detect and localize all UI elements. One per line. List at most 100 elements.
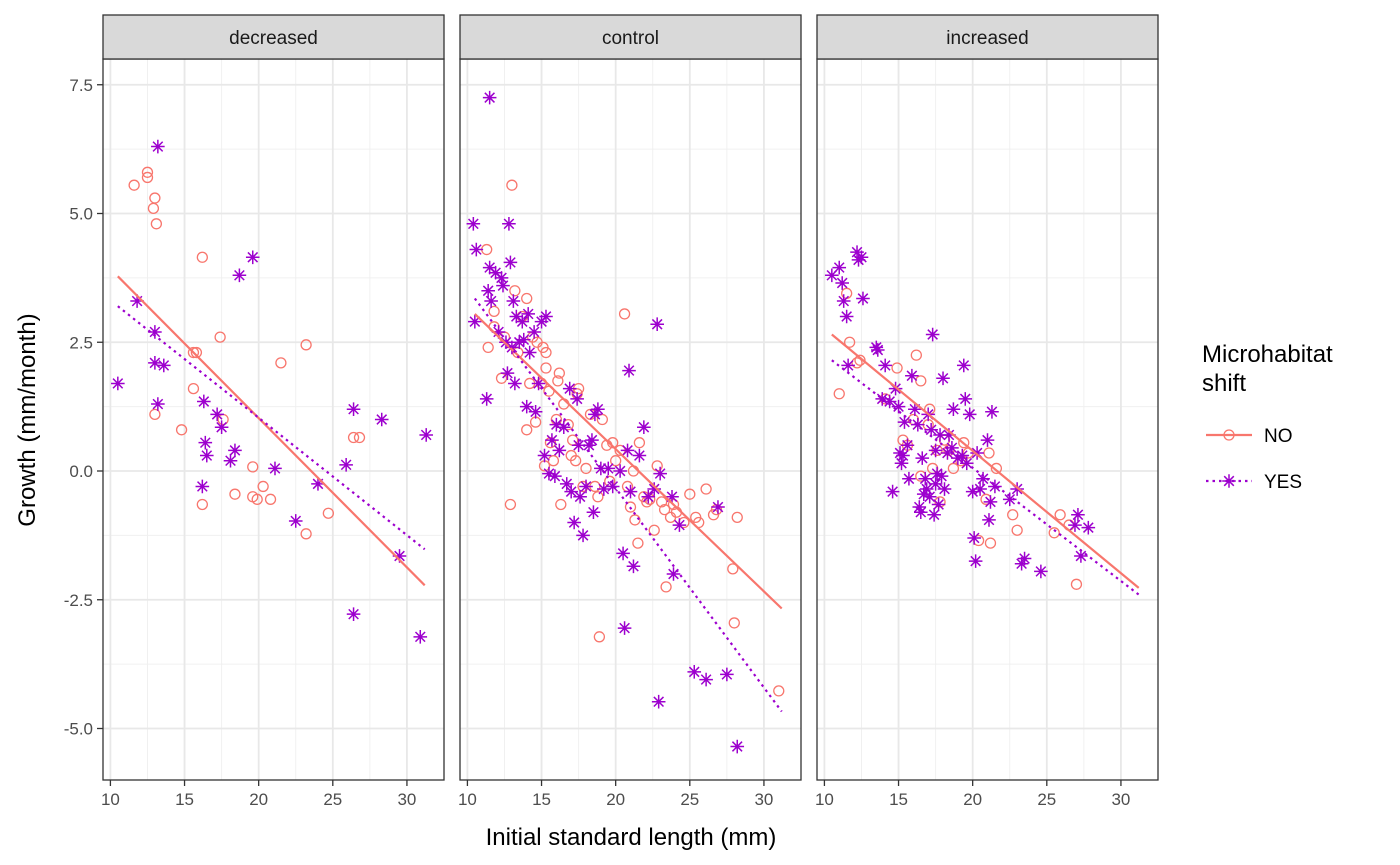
- point-yes: [515, 314, 530, 329]
- point-yes: [571, 438, 586, 453]
- point-yes: [576, 528, 590, 543]
- x-tick-label: 30: [754, 790, 773, 809]
- point-yes: [647, 482, 662, 496]
- point-yes: [516, 332, 531, 347]
- point-yes: [346, 607, 361, 621]
- point-yes: [928, 443, 943, 458]
- point-yes: [151, 139, 165, 154]
- legend-marker-yes: [1222, 474, 1236, 488]
- point-yes: [912, 500, 927, 514]
- point-no: [629, 514, 641, 526]
- point-no: [521, 292, 533, 305]
- point-no: [851, 357, 863, 369]
- point-no: [1011, 524, 1023, 536]
- point-no: [504, 498, 517, 511]
- point-no: [196, 498, 208, 511]
- point-no: [660, 581, 672, 593]
- point-no: [618, 308, 631, 320]
- point-yes: [585, 433, 599, 447]
- legend-title-line: Microhabitat: [1202, 341, 1333, 368]
- point-no: [915, 375, 927, 387]
- x-tick-label: 30: [1111, 790, 1130, 809]
- point-yes: [870, 343, 885, 357]
- point-yes: [836, 294, 851, 308]
- point-yes: [508, 376, 522, 391]
- point-yes: [983, 495, 998, 509]
- point-yes: [672, 518, 687, 532]
- point-yes: [214, 420, 229, 435]
- point-yes: [666, 567, 681, 581]
- point-yes: [468, 314, 482, 329]
- point-yes: [626, 559, 641, 574]
- point-yes: [562, 381, 577, 396]
- point-yes: [933, 428, 947, 442]
- point-no: [553, 367, 565, 379]
- panel-increased: increased 10 15 20 25 30: [815, 14, 1159, 809]
- point-yes: [573, 489, 587, 504]
- point-yes: [111, 376, 125, 391]
- point-yes: [839, 309, 854, 324]
- point-no: [958, 437, 970, 449]
- point-no: [540, 362, 552, 374]
- point-yes: [931, 497, 946, 512]
- x-tick-label: 20: [249, 790, 268, 809]
- facet-strip: [816, 14, 1159, 60]
- point-yes: [564, 484, 578, 499]
- point-yes: [509, 309, 524, 324]
- point-yes: [882, 394, 897, 409]
- point-yes: [730, 739, 745, 754]
- point-yes: [559, 477, 574, 491]
- point-yes: [148, 325, 162, 339]
- point-no: [141, 171, 154, 184]
- point-no: [1054, 509, 1066, 521]
- point-no: [275, 357, 287, 369]
- point-yes: [936, 371, 950, 386]
- point-no: [187, 346, 200, 359]
- point-yes: [488, 265, 503, 280]
- point-no: [596, 413, 608, 426]
- point-no: [983, 447, 995, 459]
- point-no: [175, 424, 188, 436]
- point-no: [322, 507, 335, 519]
- point-no: [580, 462, 592, 475]
- point-yes: [951, 451, 965, 465]
- point-no: [632, 537, 644, 549]
- point-no: [150, 218, 163, 230]
- y-tick-label: -2.5: [64, 591, 93, 610]
- point-yes: [616, 546, 630, 561]
- x-tick-label: 15: [889, 790, 908, 809]
- point-no: [247, 461, 259, 473]
- x-tick-label: 30: [397, 790, 416, 809]
- point-no: [190, 346, 203, 359]
- point-yes: [699, 672, 713, 687]
- point-yes: [156, 358, 171, 373]
- point-yes: [617, 621, 632, 635]
- point-yes: [482, 260, 497, 275]
- point-yes: [1081, 520, 1096, 535]
- point-no: [984, 537, 997, 549]
- point-yes: [902, 471, 916, 486]
- point-yes: [506, 294, 521, 308]
- point-no: [854, 354, 866, 366]
- point-yes: [894, 456, 909, 471]
- point-yes: [374, 412, 389, 427]
- point-yes: [930, 466, 944, 481]
- point-yes: [945, 441, 959, 455]
- point-yes: [1071, 507, 1085, 522]
- point-no: [700, 483, 712, 495]
- point-yes: [956, 358, 971, 373]
- point-yes: [210, 407, 224, 422]
- point-no: [353, 431, 366, 444]
- point-yes: [825, 268, 839, 283]
- point-yes: [528, 404, 543, 419]
- facet-strip-label: increased: [946, 28, 1028, 49]
- point-yes: [632, 448, 647, 463]
- point-yes: [918, 471, 933, 486]
- panel-control: control 10 15 20 25 30: [458, 14, 802, 809]
- point-yes: [1034, 564, 1048, 579]
- point-yes: [570, 392, 584, 406]
- point-no: [540, 346, 552, 359]
- point-yes: [591, 402, 605, 416]
- point-yes: [130, 294, 144, 308]
